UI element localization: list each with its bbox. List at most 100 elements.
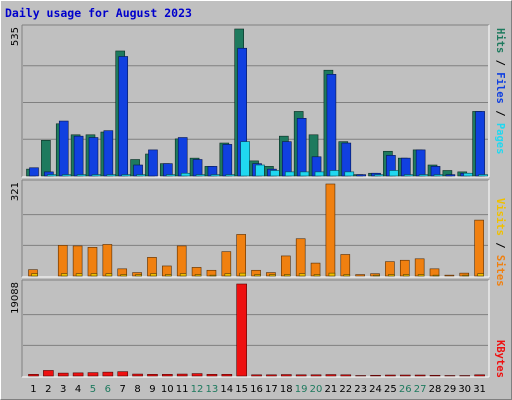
- x-tick-label: 21: [324, 384, 337, 395]
- pages-bar: [433, 174, 444, 177]
- visits-bar: [75, 273, 83, 277]
- files-bar: [73, 135, 84, 177]
- visits-bar: [284, 274, 291, 277]
- kbytes-bar: [72, 372, 84, 377]
- files-bar: [148, 149, 158, 177]
- kbytes-bar: [162, 374, 173, 377]
- x-tick-label: 14: [220, 384, 233, 395]
- kbytes-bar: [474, 374, 485, 377]
- kbytes-bar: [251, 374, 262, 377]
- visits-bar: [120, 274, 128, 277]
- visits-bar: [194, 274, 202, 277]
- files-bar: [400, 157, 411, 177]
- kbytes-bar: [57, 372, 69, 377]
- kbytes-bar: [310, 374, 322, 377]
- sites-bar: [474, 219, 484, 277]
- visits-bar: [432, 274, 440, 277]
- kbytes-bar: [221, 374, 233, 377]
- kbytes-bar: [385, 374, 396, 377]
- pages-bar: [121, 174, 132, 177]
- pages-bar: [61, 174, 72, 177]
- pages-bar: [240, 141, 250, 177]
- sites-bar: [102, 244, 113, 277]
- x-tick-label: 2: [45, 384, 51, 395]
- visits-bar: [150, 273, 157, 277]
- pages-bar: [91, 174, 102, 177]
- kbytes-bar: [281, 374, 292, 377]
- visits-bar: [343, 274, 351, 277]
- files-bar: [475, 111, 485, 177]
- plot-area-visits-sites: [22, 180, 489, 277]
- x-tick-label: 15: [235, 384, 248, 395]
- legend-entry-visits: Visits: [494, 198, 506, 236]
- sites-bar: [325, 183, 336, 277]
- files-bar: [222, 144, 233, 177]
- x-tick-label: 1: [30, 384, 36, 395]
- kbytes-bar: [295, 374, 307, 377]
- sites-bar: [295, 238, 306, 277]
- x-tick-label: 6: [105, 384, 111, 395]
- pages-bar: [180, 172, 191, 177]
- files-bar: [282, 141, 292, 177]
- x-tick-label: 30: [458, 384, 471, 395]
- sites-bar: [87, 247, 98, 277]
- kbytes-bar: [102, 371, 114, 377]
- pages-bar: [47, 174, 57, 177]
- pages-bar: [255, 164, 265, 177]
- plot-area-hits-files-pages: [22, 25, 489, 177]
- x-tick-label: 17: [265, 384, 278, 395]
- visits-bar: [239, 272, 246, 277]
- kbytes-bar: [266, 374, 277, 377]
- visits-bar: [179, 273, 187, 277]
- chart-title: Daily usage for August 2023: [5, 6, 192, 20]
- pages-bar: [136, 174, 146, 177]
- visits-bar: [298, 273, 306, 277]
- plot-area-kbytes: [22, 280, 489, 377]
- kbytes-bar: [325, 374, 337, 377]
- x-tick-label: 20: [310, 384, 323, 395]
- pages-bar: [418, 174, 429, 177]
- pages-bar: [463, 172, 474, 177]
- kbytes-bar: [117, 371, 129, 377]
- kbytes-bar: [370, 374, 381, 377]
- pages-bar: [270, 170, 280, 177]
- pages-bar: [314, 171, 325, 177]
- x-tick-label: 22: [339, 384, 352, 395]
- files-bar: [341, 142, 352, 177]
- legend-entry-hits: Hits: [494, 28, 506, 53]
- files-bar: [192, 159, 203, 177]
- visits-bar: [224, 273, 232, 277]
- files-bar: [88, 137, 99, 177]
- x-tick-label: 3: [60, 384, 66, 395]
- sites-bar: [414, 258, 425, 277]
- pages-bar: [210, 174, 221, 177]
- pages-bar: [389, 170, 399, 177]
- visits-bar: [165, 274, 172, 277]
- x-tick-label: 31: [473, 384, 486, 395]
- x-tick-label: 27: [414, 384, 427, 395]
- files-bar: [356, 174, 366, 177]
- sites-bar: [221, 251, 232, 277]
- visits-bar: [313, 274, 321, 277]
- kbytes-bar: [206, 374, 218, 377]
- x-tick-label: 8: [134, 384, 140, 395]
- pages-bar: [225, 174, 236, 177]
- kbytes-bar: [414, 374, 426, 377]
- x-tick-label: 9: [149, 384, 155, 395]
- sites-bar: [310, 262, 321, 277]
- legend-visits-sites: Visits / Sites: [494, 198, 506, 287]
- visits-bar: [402, 274, 410, 277]
- files-bar: [58, 120, 69, 177]
- pages-bar: [344, 171, 355, 177]
- pages-bar: [76, 174, 87, 177]
- sites-bar: [176, 245, 187, 277]
- files-bar: [118, 56, 129, 177]
- x-tick-label: 11: [176, 384, 189, 395]
- pages-bar: [478, 174, 488, 177]
- visits-bar: [417, 274, 425, 277]
- visits-bar: [209, 274, 217, 277]
- kbytes-bar: [236, 283, 247, 377]
- visits-bar: [60, 273, 68, 277]
- pages-bar: [195, 174, 206, 177]
- sites-bar: [399, 259, 410, 277]
